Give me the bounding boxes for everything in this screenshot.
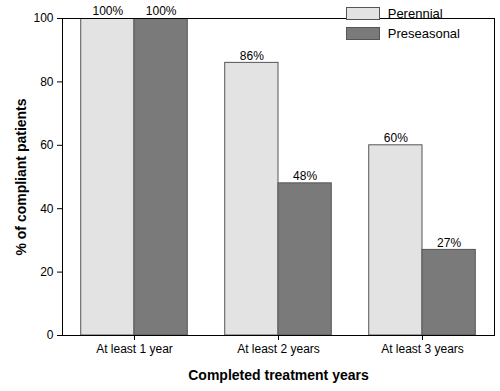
- svg-text:40: 40: [40, 202, 54, 216]
- svg-text:100: 100: [33, 11, 53, 25]
- svg-text:At least 2 years: At least 2 years: [237, 342, 320, 356]
- html-text:Preseasonal: Preseasonal: [387, 26, 460, 41]
- svg-text:60%: 60%: [384, 131, 408, 145]
- svg-text:86%: 86%: [240, 49, 264, 63]
- svg-text:48%: 48%: [293, 169, 317, 183]
- svg-text:80: 80: [40, 75, 54, 89]
- svg-text:Completed treatment years: Completed treatment years: [188, 367, 369, 383]
- html-text:Perennial: Perennial: [387, 6, 443, 21]
- svg-text:100%: 100%: [146, 4, 177, 18]
- svg-text:% of compliant patients: % of compliant patients: [13, 98, 29, 255]
- svg-text:At least 3 years: At least 3 years: [381, 342, 464, 356]
- svg-text:100%: 100%: [93, 4, 124, 18]
- svg-text:60: 60: [40, 138, 54, 152]
- svg-text:0: 0: [47, 328, 54, 342]
- svg-text:At least 1 year: At least 1 year: [96, 342, 173, 356]
- svg-text:20: 20: [40, 265, 54, 279]
- svg-text:27%: 27%: [437, 236, 461, 250]
